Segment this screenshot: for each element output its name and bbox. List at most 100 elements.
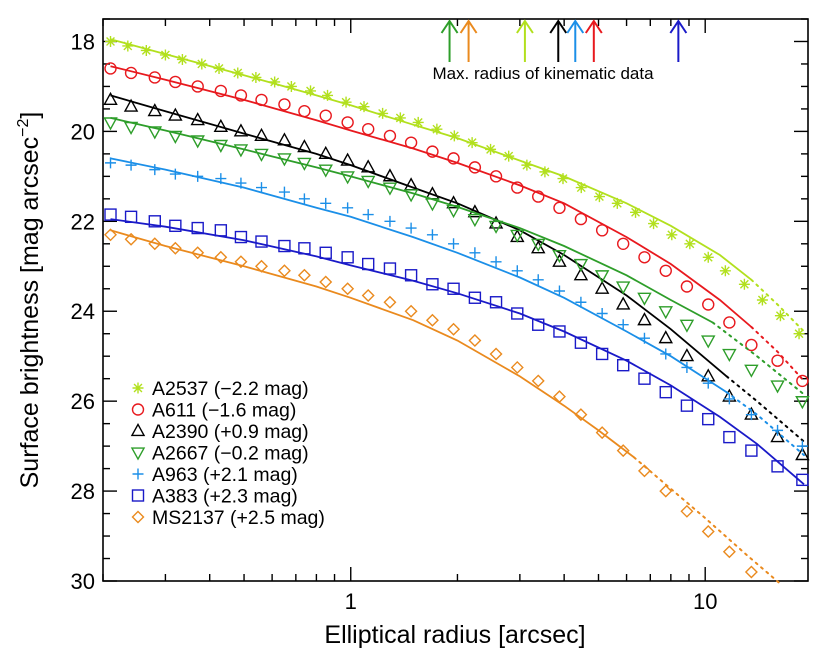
data-point [684,238,696,250]
legend-marker [131,489,145,502]
series-group [104,62,809,388]
data-point [772,424,784,436]
data-point [488,220,504,234]
data-point [425,313,439,327]
y-axis-label-main: Surface brightness [mag arcsec [16,137,44,489]
data-point [719,265,731,277]
data-point [722,348,737,363]
data-point [594,270,610,284]
data-point [648,218,660,230]
data-point [103,117,118,131]
legend-entry: MS2137 (+2.5 mag) [131,507,325,529]
legend-marker [130,447,146,461]
data-point [553,325,566,338]
data-point [191,80,204,93]
data-point [322,89,334,101]
data-point [320,197,332,209]
data-point [467,213,483,228]
data-point [431,123,443,135]
data-point [277,153,292,167]
data-point [796,473,809,487]
series-layer [103,35,810,587]
legend-entry: A2390 (+0.9 mag) [130,421,309,443]
legend-marker [131,510,145,524]
data-point [341,282,355,296]
data-point [489,170,503,183]
data-point [362,209,374,221]
data-point [233,123,249,137]
data-point [342,202,354,214]
fit-line [110,157,728,393]
kinematic-arrow [566,19,585,62]
data-point [305,85,317,97]
y-axis: 18 20 22 24 26 28 30 [71,18,808,594]
data-point [468,291,482,304]
data-point [319,109,332,122]
legend-marker [132,468,144,480]
data-point [637,292,652,306]
fit-line [110,94,728,378]
kinematic-arrow [459,19,478,62]
data-point [447,152,460,165]
data-point [658,330,673,344]
arrow-head [459,19,478,34]
data-point [630,206,642,218]
data-point [147,103,163,117]
data-point [466,137,478,149]
data-point [104,228,118,242]
data-point [510,229,525,243]
data-point [530,240,546,254]
data-point [297,268,311,282]
series-group [103,117,810,410]
data-point [278,239,291,253]
data-point [213,118,229,133]
fit-extrapolation [725,391,805,457]
data-point [553,285,565,297]
data-point [756,294,768,306]
data-point [723,393,735,405]
data-point [745,409,757,421]
data-point [105,157,117,169]
fit-line [110,117,714,324]
data-point [140,44,152,56]
data-point [770,380,785,394]
data-point [285,80,297,92]
y-axis-label-close: ] [16,112,44,119]
data-point [489,296,503,309]
data-point [796,374,809,388]
data-point [744,364,759,378]
data-point [738,278,750,290]
data-point [490,256,502,268]
data-point [168,241,182,255]
y-tick-label: 26 [71,389,95,414]
arrow-head [584,19,603,34]
data-point [485,143,497,155]
data-point [611,197,623,209]
data-point [426,145,439,158]
legend-entry: A2667 (−0.2 mag) [130,443,309,465]
data-point [124,66,138,80]
data-point [532,274,544,286]
data-point [254,148,269,162]
data-point [405,222,417,234]
data-point [214,250,228,264]
fit-extrapolation [750,278,805,333]
data-point [595,224,609,237]
legend-entry: A2537 (−2.2 mag) [132,378,309,400]
data-point [403,189,419,203]
fit-extrapolation [725,375,805,443]
legend-entry: A383 (+2.3 mag) [131,486,298,508]
data-point [638,251,651,264]
data-point [383,262,397,275]
y-axis-label-sup: −2 [15,118,32,136]
fit-line [110,65,752,328]
data-point [574,336,588,349]
data-point [745,444,758,457]
data-point [573,258,589,273]
kinematic-arrow [516,19,534,62]
series-group [105,157,808,457]
data-point [358,101,370,113]
data-point [233,144,249,158]
series-group [105,35,805,340]
data-point [595,426,609,440]
